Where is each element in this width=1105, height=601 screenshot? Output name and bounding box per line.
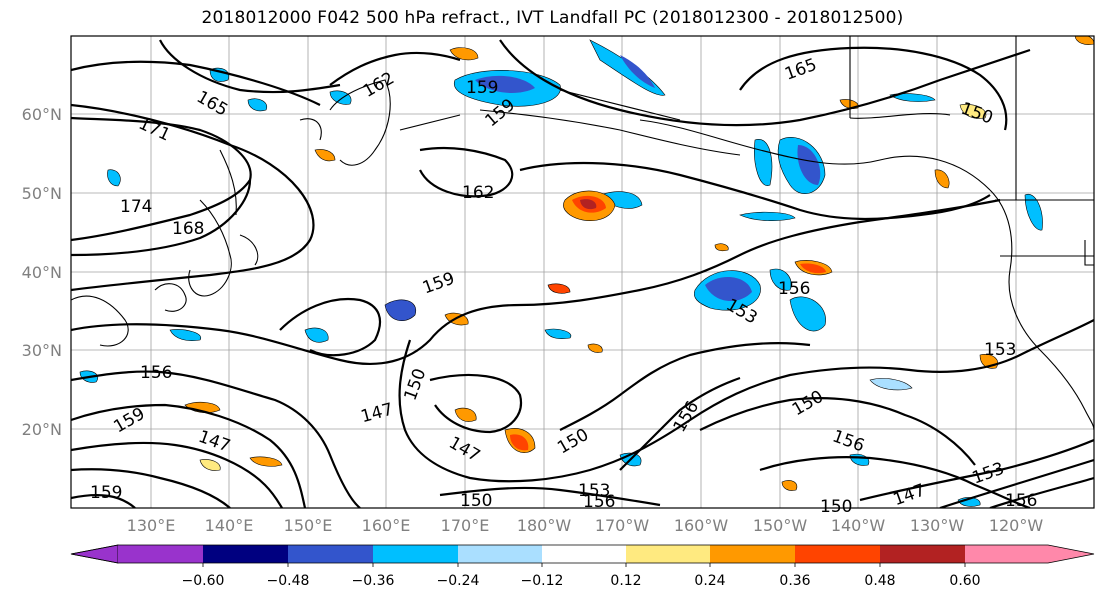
colorbar-extend-high [1048, 545, 1094, 563]
contour-label: 150 [460, 491, 492, 511]
colorbar-tick-label: −0.60 [182, 573, 225, 589]
colorbar-tick-label: −0.48 [267, 573, 310, 589]
colorbar-bin [795, 545, 880, 563]
lon-label: 180°W [517, 516, 572, 535]
map-frame [70, 35, 1095, 509]
colorbar-bin [710, 545, 795, 563]
latitude-labels: 60°N 50°N 40°N 30°N 20°N [22, 105, 62, 439]
contour-label: 156 [583, 492, 615, 512]
lon-label: 160°E [362, 516, 411, 535]
longitude-labels: 130°E 140°E 150°E 160°E 170°E 180°W 170°… [127, 516, 1044, 535]
contour-label: 150 [820, 497, 852, 517]
contour-label: 159 [90, 483, 122, 503]
colorbar-tick-label: −0.12 [521, 573, 564, 589]
lon-label: 160°W [674, 516, 729, 535]
lat-label: 60°N [22, 105, 62, 124]
lon-label: 170°W [595, 516, 650, 535]
colorbar-bin [880, 545, 965, 563]
lat-label: 50°N [22, 184, 62, 203]
colorbar-bin [965, 545, 1048, 563]
lat-label: 40°N [22, 263, 62, 282]
colorbar-bin [203, 545, 288, 563]
lon-label: 120°W [989, 516, 1044, 535]
contour-label: 159 [466, 78, 498, 98]
colorbar-bin [626, 545, 710, 563]
colorbar-bin [118, 545, 203, 563]
colorbar-tick-label: 0.48 [864, 573, 895, 589]
map-title: 2018012000 F042 500 hPa refract., IVT La… [201, 8, 904, 28]
colorbar-bin [288, 545, 373, 563]
contour-label: 156 [140, 363, 172, 383]
colorbar-outline [70, 544, 1095, 564]
colorbar-tick-label: 0.60 [949, 573, 980, 589]
colorbar-tick-label: 0.36 [779, 573, 810, 589]
contour-label: 153 [984, 340, 1016, 360]
lon-label: 150°W [753, 516, 808, 535]
contour-label: 168 [172, 219, 204, 239]
colorbar-bin [458, 545, 542, 563]
colorbar-bin [542, 545, 626, 563]
lon-label: 130°W [910, 516, 965, 535]
contour-label: 156 [778, 279, 810, 299]
coastlines [71, 36, 1094, 431]
colorbar: −0.60 −0.48 −0.36 −0.24 −0.12 0.12 0.24 … [70, 544, 1095, 589]
lon-label: 140°W [831, 516, 886, 535]
colorbar-tick-label: 0.12 [610, 573, 641, 589]
contour-label: 174 [120, 197, 152, 217]
colorbar-tick-label: 0.24 [694, 573, 725, 589]
colorbar-bin [373, 545, 458, 563]
lat-label: 30°N [22, 341, 62, 360]
contour-label: 153 [578, 481, 610, 501]
height-contours [71, 39, 1094, 508]
lon-label: 130°E [127, 516, 176, 535]
contour-label: 156 [1005, 491, 1037, 511]
contour-label: 162 [462, 183, 494, 203]
colorbar-tick-label: −0.36 [352, 573, 395, 589]
colorbar-tick-label: −0.24 [437, 573, 480, 589]
lon-label: 170°E [441, 516, 490, 535]
lon-label: 140°E [205, 516, 254, 535]
anomaly-shading [79, 36, 1094, 507]
colorbar-extend-low [70, 544, 119, 564]
lon-label: 150°E [284, 516, 333, 535]
lat-label: 20°N [22, 420, 62, 439]
